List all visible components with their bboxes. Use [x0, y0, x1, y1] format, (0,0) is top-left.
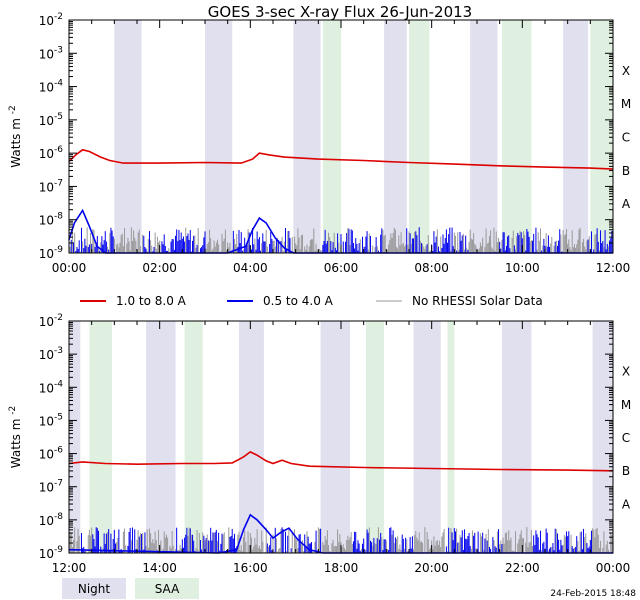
y-tick-label: 10-3: [39, 346, 63, 362]
flare-class-label: C: [622, 431, 630, 445]
x-tick-label: 00:00: [52, 261, 87, 275]
x-tick-label: 12:00: [596, 261, 631, 275]
night-band: [413, 321, 441, 553]
x-tick-label: 04:00: [233, 261, 268, 275]
flare-class-label: B: [622, 164, 630, 178]
saa-band: [409, 20, 430, 253]
x-tick-label: 08:00: [414, 261, 449, 275]
x-tick-label: 06:00: [324, 261, 359, 275]
shading-legend: Night SAA: [62, 578, 199, 599]
flare-class-label: X: [622, 365, 630, 379]
y-tick-label: 10-2: [39, 12, 63, 28]
night-band: [501, 321, 532, 553]
night-band: [114, 20, 142, 253]
y-tick-label: 10-7: [39, 178, 63, 194]
y-tick-label: 10-3: [39, 45, 63, 61]
night-band: [69, 321, 81, 553]
flare-class-label: M: [621, 97, 631, 111]
series-short-wave-line: [68, 208, 613, 254]
x-tick-label: 18:00: [324, 561, 359, 575]
footer-timestamp: 24-Feb-2015 18:48: [550, 589, 636, 599]
night-band: [293, 20, 321, 253]
x-tick-label: 10:00: [505, 261, 540, 275]
series-legend: 1.0 to 8.0 A 0.5 to 4.0 A No RHESSI Solar …: [80, 294, 543, 308]
saa-band: [322, 20, 341, 253]
y-tick-label: 10-8: [39, 512, 64, 528]
y-tick-label: 10-6: [39, 145, 64, 161]
shading-legend-label: SAA: [155, 582, 180, 596]
y-axis-label: Watts m -2: [8, 406, 23, 468]
series-long-wave-line: [68, 148, 614, 170]
night-band: [146, 321, 176, 553]
y-tick-label: 10-7: [39, 479, 63, 495]
y-tick-label: 10-4: [39, 79, 64, 95]
shading-legend-swatch: [62, 578, 126, 599]
saa-band: [447, 321, 455, 553]
night-band: [470, 20, 498, 253]
x-tick-label: 22:00: [505, 561, 540, 575]
y-tick-label: 10-4: [39, 379, 64, 395]
x-tick-label: 14:00: [142, 561, 177, 575]
night-band: [320, 321, 351, 553]
x-tick-label: 02:00: [142, 261, 177, 275]
saa-band: [590, 20, 613, 253]
y-tick-label: 10-5: [39, 112, 63, 128]
y-tick-label: 10-9: [39, 545, 64, 561]
flare-class-label: B: [622, 464, 630, 478]
saa-band: [365, 321, 385, 553]
series-short-wave-line: [68, 513, 613, 554]
y-tick-label: 10-8: [39, 212, 64, 228]
night-band: [239, 321, 264, 553]
y-tick-label: 10-9: [39, 245, 64, 261]
y-tick-label: 10-6: [39, 446, 64, 462]
flare-class-label: A: [622, 197, 631, 211]
saa-band: [89, 321, 113, 553]
series-long-wave-line: [68, 450, 614, 472]
legend-label: No RHESSI Solar Data: [412, 294, 543, 308]
shading-legend-label: Night: [78, 582, 111, 596]
x-tick-label: 20:00: [414, 561, 449, 575]
flare-class-label: A: [622, 497, 631, 511]
y-axis-label: Watts m -2: [8, 105, 23, 167]
panel-afternoon: 10-2 10-3 10-4 10-5 10-6 10-7 10-8 10-9 Watts m …: [8, 313, 631, 575]
x-tick-label: 12:00: [52, 561, 87, 575]
chart-title: GOES 3-sec X-ray Flux 26-Jun-2013: [208, 3, 472, 21]
flare-class-label: M: [621, 398, 631, 412]
y-tick-label: 10-5: [39, 412, 63, 428]
night-band: [563, 20, 589, 253]
saa-band: [501, 20, 532, 253]
saa-band: [184, 321, 203, 553]
night-band: [205, 20, 233, 253]
legend-label: 1.0 to 8.0 A: [116, 294, 187, 308]
y-tick-label: 10-2: [39, 313, 63, 329]
flare-class-label: X: [622, 64, 630, 78]
night-band: [384, 20, 407, 253]
legend-label: 0.5 to 4.0 A: [263, 294, 334, 308]
night-band: [592, 321, 613, 553]
panel-morning: 10-2 10-3 10-4 10-5 10-6 10-7 10-8 10-9 Watts m …: [8, 12, 631, 275]
x-tick-label: 00:00: [596, 561, 631, 575]
x-tick-label: 16:00: [233, 561, 268, 575]
flare-class-label: C: [622, 131, 630, 145]
shading-legend-swatch: [135, 578, 199, 599]
